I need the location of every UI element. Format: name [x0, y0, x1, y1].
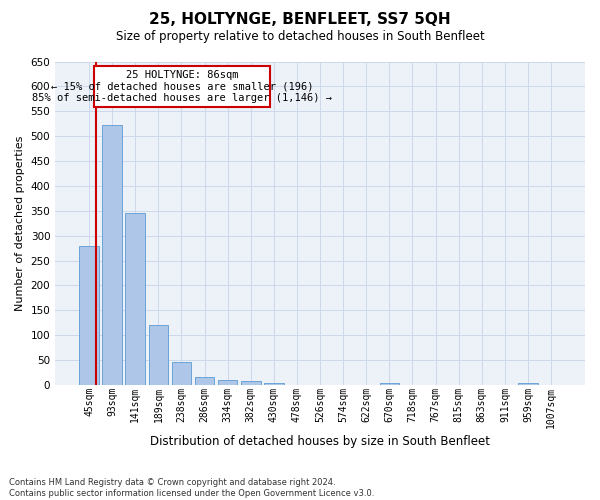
Bar: [125, 214, 145, 385]
Bar: [79, 246, 99, 385]
Bar: [149, 326, 168, 385]
Bar: [264, 382, 284, 385]
Bar: [518, 382, 538, 385]
Text: ← 15% of detached houses are smaller (196): ← 15% of detached houses are smaller (19…: [51, 82, 313, 92]
Text: 25, HOLTYNGE, BENFLEET, SS7 5QH: 25, HOLTYNGE, BENFLEET, SS7 5QH: [149, 12, 451, 26]
Text: 25 HOLTYNGE: 86sqm: 25 HOLTYNGE: 86sqm: [126, 70, 238, 81]
Y-axis label: Number of detached properties: Number of detached properties: [15, 136, 25, 311]
Bar: [94, 66, 270, 108]
Text: Size of property relative to detached houses in South Benfleet: Size of property relative to detached ho…: [116, 30, 484, 43]
Text: Contains HM Land Registry data © Crown copyright and database right 2024.
Contai: Contains HM Land Registry data © Crown c…: [9, 478, 374, 498]
Bar: [218, 380, 238, 385]
Bar: [241, 381, 260, 385]
Bar: [103, 125, 122, 385]
Bar: [195, 376, 214, 385]
X-axis label: Distribution of detached houses by size in South Benfleet: Distribution of detached houses by size …: [150, 434, 490, 448]
Bar: [380, 382, 399, 385]
Bar: [172, 362, 191, 385]
Text: 85% of semi-detached houses are larger (1,146) →: 85% of semi-detached houses are larger (…: [32, 94, 332, 104]
